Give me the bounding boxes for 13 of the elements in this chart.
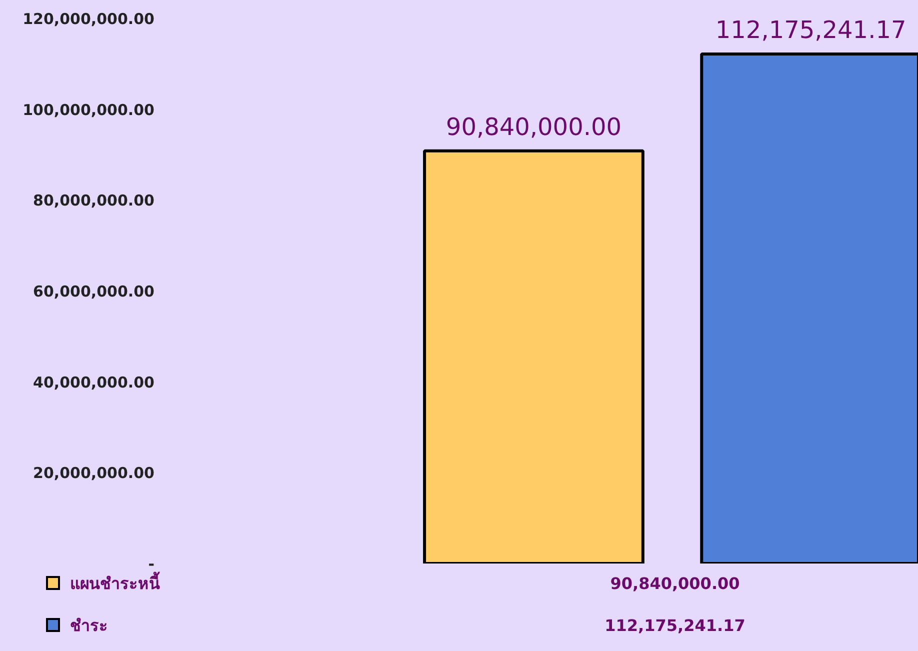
text: 112,175,241.17: [604, 616, 746, 635]
y-tick-label: 120,000,000.00: [22, 10, 155, 28]
y-tick-label: 40,000,000.00: [33, 373, 155, 392]
legend-label: ชำระ: [70, 615, 108, 637]
y-tick-label: -: [148, 555, 155, 573]
y-tick-label: 80,000,000.00: [33, 192, 155, 210]
legend-label: แผนชำระหนี้: [70, 573, 160, 595]
data-label: 90,840,000.00: [446, 112, 622, 141]
y-tick-label: 20,000,000.00: [33, 464, 155, 482]
text: 90,840,000.00: [610, 574, 740, 593]
y-tick-label: 60,000,000.00: [33, 282, 155, 300]
data-label: 112,175,241.17: [715, 16, 906, 44]
y-tick-label: 100,000,000.00: [22, 100, 155, 119]
